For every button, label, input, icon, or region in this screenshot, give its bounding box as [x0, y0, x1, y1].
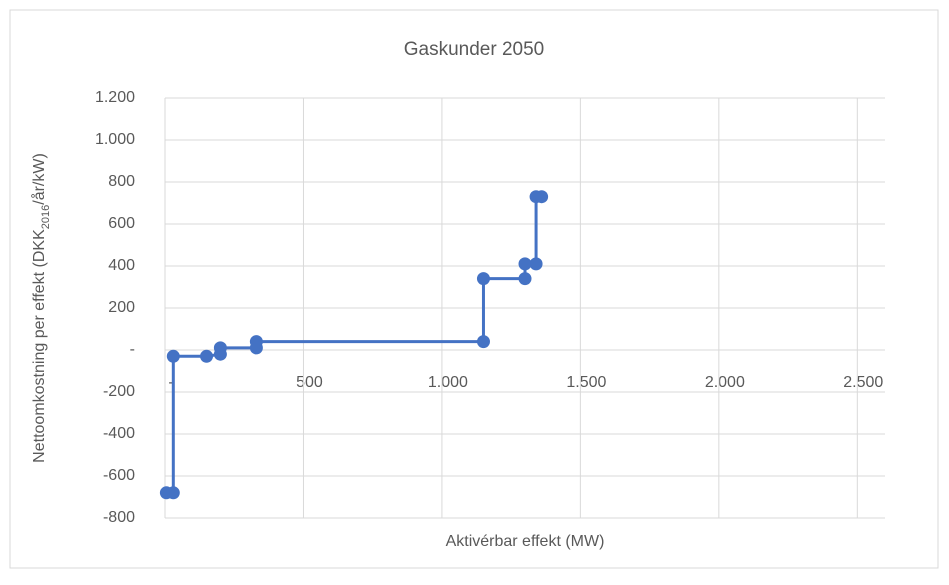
chart-border [9, 9, 939, 569]
x-tick-label: 2.000 [705, 374, 745, 391]
chart-title: Gaskunder 2050 [404, 39, 545, 60]
marker [213, 341, 227, 355]
marker [166, 486, 180, 500]
marker [518, 257, 532, 271]
y-tick-label: 600 [108, 215, 135, 232]
x-axis-label: Aktivérbar effekt (MW) [446, 533, 605, 550]
y-tick-label: -200 [103, 383, 135, 400]
marker [476, 335, 490, 349]
y-label-main: Nettoomkostning per effekt (DKK [31, 229, 48, 463]
x-tick-label: 1.000 [428, 374, 468, 391]
x-tick-label: 1.500 [566, 374, 606, 391]
marker [200, 349, 214, 363]
marker [249, 335, 263, 349]
marker [166, 349, 180, 363]
y-tick-label: -800 [103, 509, 135, 526]
y-tick-label: 1.200 [95, 89, 135, 106]
y-label-sub: 2016 [40, 205, 52, 229]
x-tick-label: 500 [296, 374, 323, 391]
y-label-tail: /år/kW) [30, 153, 48, 205]
marker [529, 257, 543, 271]
y-tick-label: - [130, 341, 135, 358]
marker [476, 272, 490, 286]
x-tick-label: 2.500 [843, 374, 883, 391]
y-axis-label: Nettoomkostning per effekt (DKK2016/år/k… [30, 153, 52, 463]
marker [535, 190, 549, 204]
y-tick-label: 800 [108, 173, 135, 190]
y-tick-label: 200 [108, 299, 135, 316]
y-tick-label: 400 [108, 257, 135, 274]
y-tick-label: -600 [103, 467, 135, 484]
marker [518, 272, 532, 286]
x-tick-label: - [168, 374, 173, 391]
y-tick-label: 1.000 [95, 131, 135, 148]
y-tick-label: -400 [103, 425, 135, 442]
